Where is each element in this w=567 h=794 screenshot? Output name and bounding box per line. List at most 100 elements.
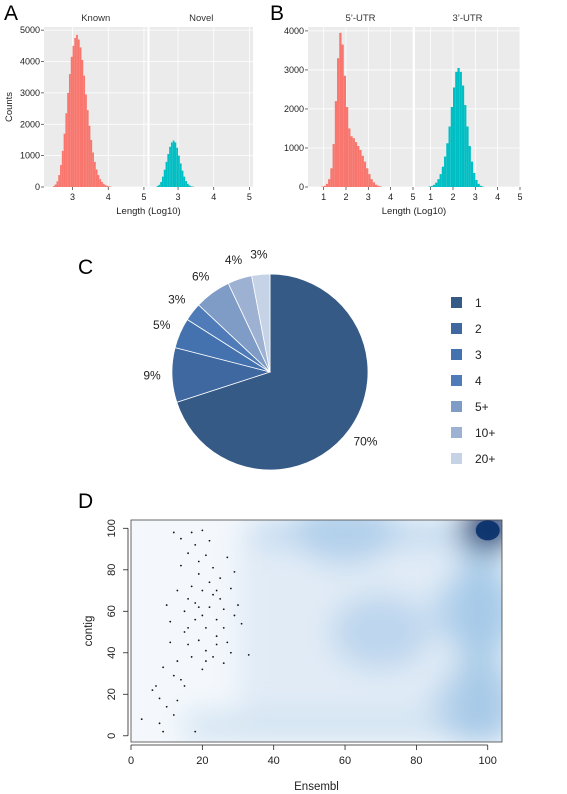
histogram-bar <box>468 146 471 187</box>
histogram-bar <box>158 184 161 187</box>
scatter-point <box>187 643 189 646</box>
scatter-point <box>194 730 197 733</box>
histogram-bar <box>101 181 103 187</box>
histogram-bar <box>161 176 164 187</box>
legend-label: 2 <box>475 322 482 336</box>
y-tick-label: 4000 <box>284 26 304 36</box>
scatter-point <box>180 678 182 681</box>
scatter-point <box>151 689 154 692</box>
scatter-point <box>158 722 161 725</box>
histogram-bar <box>473 172 476 187</box>
legend-swatch <box>451 453 462 464</box>
histogram-bar <box>181 170 184 187</box>
scatter-point <box>233 570 236 573</box>
histogram-bar <box>332 144 335 187</box>
histogram-bar <box>106 185 109 187</box>
facet-label: Known <box>81 13 110 24</box>
histogram-bar <box>65 113 68 187</box>
histogram-bar <box>377 185 380 187</box>
scatter-point <box>219 597 222 600</box>
y-tick-label: 1000 <box>284 143 304 153</box>
scatter-point <box>215 618 218 621</box>
histogram-bar <box>470 161 474 187</box>
scatter-point <box>194 602 197 604</box>
legend-swatch <box>451 375 462 386</box>
legend-swatch <box>451 297 462 308</box>
histogram-bar <box>93 161 96 187</box>
pie-percent-label: 6% <box>192 270 210 284</box>
scatter-point <box>176 699 179 702</box>
scatter-point <box>190 656 193 658</box>
scatter-point <box>162 666 165 669</box>
scatter-point <box>247 653 250 656</box>
x-axis-title: Ensembl <box>294 781 339 793</box>
legend-label: 10+ <box>475 426 495 440</box>
facet-label: 3’-UTR <box>452 13 482 24</box>
histogram-bar <box>176 147 179 187</box>
histogram-bar <box>339 32 342 188</box>
y-tick-label: 3000 <box>20 88 40 98</box>
facet-label: Novel <box>189 13 213 24</box>
histogram-bar <box>56 181 59 187</box>
histogram-bar <box>79 47 82 188</box>
scatter-point <box>169 641 172 644</box>
histogram-bar <box>83 75 86 187</box>
x-tick-label: 4 <box>106 192 111 202</box>
pie-slice <box>176 273 369 471</box>
histogram-bar <box>61 150 64 187</box>
scatter-point <box>172 674 175 677</box>
y-axis-title: contig <box>83 616 95 647</box>
scatter-point <box>183 631 186 633</box>
y-tick-label: 100 <box>106 519 118 537</box>
scatter-point <box>201 589 204 592</box>
histogram-bar <box>97 175 100 187</box>
y-tick-label: 0 <box>35 182 40 192</box>
scatter-point <box>201 668 204 671</box>
panel-letter-c: C <box>78 256 93 279</box>
density-layer <box>131 520 502 742</box>
histogram-bar <box>439 174 442 187</box>
scatter-point <box>194 618 197 621</box>
legend-label: 20+ <box>475 452 495 466</box>
x-tick-label: 100 <box>479 755 497 767</box>
histogram-bar <box>179 163 182 187</box>
scatter-point <box>237 604 239 606</box>
x-axis-title: Length (Log10) <box>382 206 446 217</box>
histogram-bar <box>361 155 364 187</box>
x-tick-label: 5 <box>517 192 522 202</box>
scatter-point <box>176 589 179 592</box>
legend-label: 3 <box>475 348 482 362</box>
histogram-bar <box>430 186 433 187</box>
histogram-bar <box>461 85 465 187</box>
histogram-bar <box>357 146 360 187</box>
legend-label: 4 <box>475 374 482 388</box>
pie-slice <box>251 273 271 373</box>
histogram-bar <box>60 165 62 187</box>
y-axis-title: Counts <box>4 92 15 122</box>
pie-percent-label: 5% <box>153 318 171 332</box>
x-tick-label: 5 <box>247 192 252 202</box>
histogram-bar <box>85 94 87 187</box>
x-tick-label: 60 <box>339 755 351 767</box>
plot-frame <box>130 519 503 743</box>
scatter-point <box>190 585 193 588</box>
pie-percent-label: 70% <box>353 434 377 448</box>
density-peak <box>430 573 502 650</box>
scatter-point <box>233 614 236 617</box>
histogram-bar <box>165 161 168 187</box>
density-peak <box>295 520 396 567</box>
x-tick-label: 4 <box>211 192 216 202</box>
density-peak <box>430 666 502 742</box>
histogram-bar <box>68 74 71 187</box>
histogram-bar <box>328 179 331 187</box>
histogram-bar <box>444 156 447 187</box>
scatter-point <box>226 556 229 559</box>
histogram-bar <box>345 107 349 187</box>
histogram-bar <box>372 182 376 187</box>
scatter-point <box>187 552 189 555</box>
scatter-point <box>176 660 179 662</box>
histogram-bar <box>337 58 340 187</box>
histogram-bar <box>435 182 438 187</box>
histogram-bar <box>330 168 333 187</box>
